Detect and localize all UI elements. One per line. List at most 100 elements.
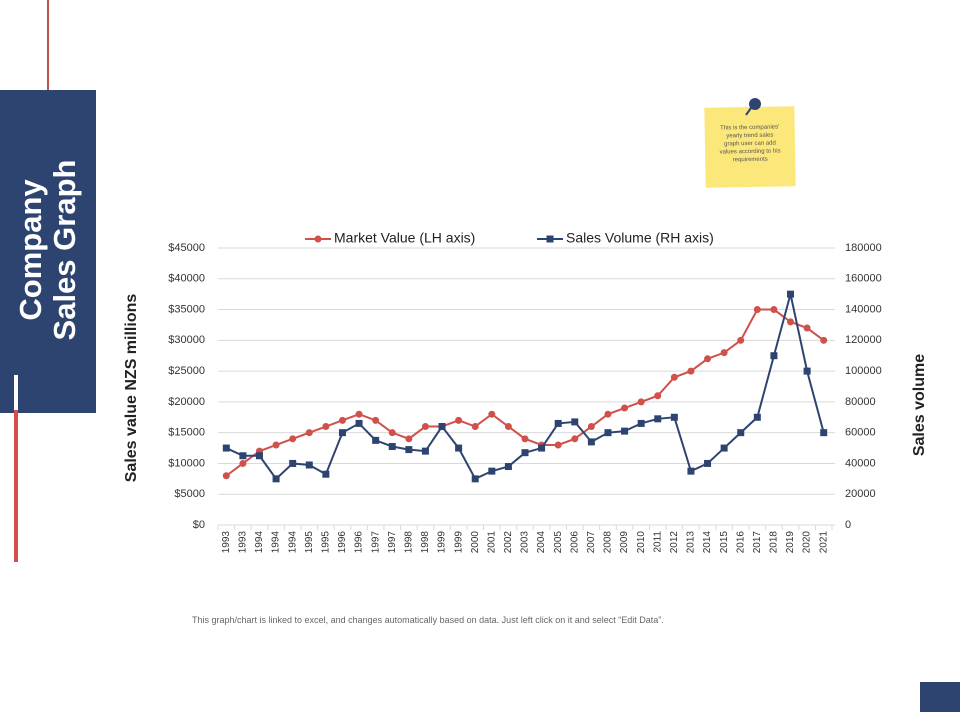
x-tick-label: 2021 (818, 531, 829, 554)
y-tick-label: $35000 (168, 303, 205, 315)
x-tick-label: 2001 (486, 531, 497, 554)
point (289, 459, 297, 467)
point (787, 290, 795, 298)
accent-line (14, 410, 18, 562)
y2-tick-label: 160000 (845, 273, 882, 285)
x-tick-label: 2017 (752, 531, 763, 554)
y-tick-label: $10000 (168, 457, 205, 469)
point (421, 423, 429, 431)
point (222, 472, 230, 480)
point (239, 452, 247, 460)
point (471, 423, 479, 431)
point (803, 367, 811, 375)
point (338, 416, 346, 424)
point (488, 467, 496, 475)
point (488, 410, 496, 418)
x-tick-label: 2007 (586, 531, 597, 554)
point (820, 429, 828, 437)
point (322, 423, 330, 431)
point (670, 373, 678, 381)
point (820, 336, 828, 344)
y2-tick-label: 20000 (845, 488, 876, 500)
point (704, 355, 712, 363)
point (538, 444, 546, 452)
point (239, 459, 247, 467)
point (587, 423, 595, 431)
x-tick-label: 2000 (470, 531, 481, 554)
x-tick-label: 1994 (287, 531, 298, 554)
y2-tick-label: 60000 (845, 427, 876, 439)
point (621, 404, 629, 412)
x-tick-label: 1994 (254, 531, 265, 554)
point (670, 413, 678, 421)
point (704, 459, 712, 467)
y2-axis-title: Sales volume (911, 354, 928, 456)
point (787, 318, 795, 326)
x-tick-label: 1998 (420, 531, 431, 554)
point (372, 416, 380, 424)
y-tick-label: $25000 (168, 365, 205, 377)
y-tick-label: $40000 (168, 273, 205, 285)
x-tick-label: 2020 (802, 531, 813, 554)
pin-icon (745, 98, 761, 116)
y-tick-label: $20000 (168, 396, 205, 408)
x-tick-label: 2019 (785, 531, 796, 554)
point (388, 429, 396, 437)
point (355, 419, 363, 427)
accent-line (47, 0, 49, 90)
x-tick-label: 2004 (536, 531, 547, 554)
y-tick-label: $15000 (168, 427, 205, 439)
x-tick-label: 1999 (437, 531, 448, 554)
corner-box (920, 682, 960, 712)
x-tick-label: 2011 (652, 531, 663, 553)
legend-label: Market Value (LH axis) (334, 230, 475, 246)
point (803, 324, 811, 332)
y2-tick-label: 100000 (845, 365, 882, 377)
x-tick-label: 2012 (669, 531, 680, 554)
x-tick-label: 2016 (735, 531, 746, 554)
point (438, 423, 446, 431)
point (687, 367, 695, 375)
x-tick-label: 2006 (569, 531, 580, 554)
x-tick-label: 2010 (636, 531, 647, 554)
point (587, 438, 595, 446)
point (405, 446, 413, 454)
x-tick-label: 1998 (403, 531, 414, 554)
point (770, 352, 778, 360)
point (272, 475, 280, 483)
point (372, 436, 380, 444)
point (604, 410, 612, 418)
y-tick-label: $30000 (168, 334, 205, 346)
point (621, 427, 629, 435)
y-tick-label: $5000 (174, 488, 205, 500)
point (504, 423, 512, 431)
y2-tick-label: 80000 (845, 396, 876, 408)
point (305, 429, 313, 437)
point (737, 336, 745, 344)
legend-marker (546, 235, 554, 243)
point (455, 416, 463, 424)
legend-label: Sales Volume (RH axis) (566, 230, 714, 246)
y-tick-label: $0 (193, 519, 205, 531)
x-tick-label: 2015 (719, 531, 730, 554)
y2-tick-label: 120000 (845, 334, 882, 346)
x-tick-label: 1993 (221, 531, 232, 554)
point (405, 435, 413, 443)
x-tick-label: 1996 (337, 531, 348, 554)
point (687, 467, 695, 475)
x-tick-label: 2014 (702, 531, 713, 554)
point (338, 429, 346, 437)
point (753, 306, 761, 314)
x-tick-label: 1995 (304, 531, 315, 554)
x-tick-label: 1997 (387, 531, 398, 554)
title-panel (0, 90, 96, 413)
x-tick-label: 2003 (520, 531, 531, 554)
point (637, 398, 645, 406)
point (421, 447, 429, 455)
footer-note: This graph/chart is linked to excel, and… (192, 615, 664, 625)
point (305, 461, 313, 469)
point (255, 452, 263, 460)
x-tick-label: 1997 (370, 531, 381, 554)
